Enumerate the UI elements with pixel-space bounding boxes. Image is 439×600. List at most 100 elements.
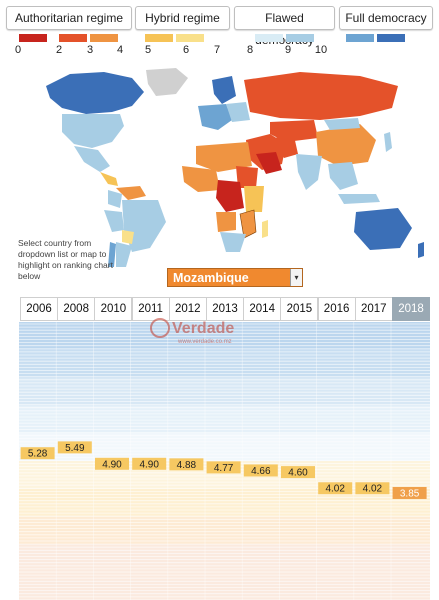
hybrid-regime-button[interactable]: Hybrid regime [135,6,230,30]
scale-swatch-2 [59,34,87,42]
score-label-box [392,486,427,499]
score-label-text: 4.02 [325,484,345,495]
country-peru [104,210,124,232]
country-russia [244,72,398,120]
score-label-2010: 4.90 [95,457,129,470]
scale-number: 3 [86,44,94,56]
country-colombia [108,190,122,208]
scale-number: 7 [213,44,221,56]
scale-number: 6 [182,44,190,56]
scale-number: 8 [246,44,254,56]
country-southern-africa [220,232,246,252]
scale-swatch-6 [255,34,283,42]
country-mozambique [239,209,257,239]
scale-number: 0 [14,44,22,56]
authoritarian-regime-button[interactable]: Authoritarian regime [6,6,132,30]
score-label-2008: 5.49 [57,441,92,454]
country-argentina [116,242,132,267]
country-angola [216,212,236,232]
flawed-democracy-button[interactable]: Flawed democracy [234,6,335,47]
country-western-europe [198,104,232,130]
world-map[interactable] [0,62,439,267]
year-tab-2012[interactable]: 2012 [168,297,207,321]
score-band [19,377,430,406]
score-label-box [169,458,204,471]
year-tab-2013[interactable]: 2013 [206,297,244,321]
country-new-zealand [418,242,424,258]
scale-swatch-9 [377,34,405,42]
year-tab-2014[interactable]: 2014 [243,297,282,321]
score-label-text: 4.77 [214,463,234,474]
country-select[interactable]: Mozambique ▾ [167,268,303,287]
scale-number: 5 [144,44,152,56]
country-central-africa [216,180,244,212]
score-label-text: 4.60 [288,468,308,479]
scale-swatch-8 [346,34,374,42]
legend: Authoritarian regime Hybrid regime Flawe… [0,0,439,60]
year-tab-2015[interactable]: 2015 [280,297,319,321]
country-china [316,124,376,166]
score-label-text: 3.85 [400,488,420,499]
country-scandinavia [212,76,236,104]
country-chile [108,242,116,267]
scale-swatch-0 [19,34,47,42]
country-eastern-europe [226,102,250,122]
country-mexico [74,146,110,172]
score-label-2012: 4.88 [169,458,204,471]
country-north-africa [196,142,252,172]
svg-text:www.verdade.co.mz: www.verdade.co.mz [177,339,232,345]
year-tab-2006[interactable]: 2006 [20,297,58,321]
score-band [19,572,430,600]
score-label-2014: 4.66 [243,464,278,477]
score-label-box [318,482,353,495]
scale-number: 2 [55,44,63,56]
full-democracy-button[interactable]: Full democracy [339,6,433,30]
score-label-2011: 4.90 [132,457,167,470]
score-label-box [57,441,92,454]
score-label-box [243,464,278,477]
scale-number: 10 [314,44,328,56]
score-label-text: 5.28 [28,449,48,460]
year-tab-2017[interactable]: 2017 [354,297,393,321]
svg-text:Verdade: Verdade [172,320,234,337]
score-label-2017: 4.02 [355,482,390,495]
country-greenland [146,68,188,96]
year-tab-2008[interactable]: 2008 [57,297,96,321]
score-label-text: 5.49 [65,443,85,454]
country-bolivia [122,230,134,244]
score-label-2016: 4.02 [318,482,353,495]
score-label-box [281,466,315,479]
country-canada [46,72,144,114]
score-label-text: 4.90 [102,459,122,470]
score-label-2015: 4.60 [281,466,315,479]
score-label-box [206,461,241,474]
score-label-text: 4.66 [251,466,271,477]
country-venezuela [116,186,146,200]
score-label-box [20,447,55,460]
score-band [19,516,430,545]
country-central-america [100,172,118,186]
country-southeast-asia [328,162,358,190]
country-saudi-arabia [256,152,282,174]
score-label-text: 4.90 [139,459,159,470]
year-tab-2018[interactable]: 2018 [392,297,430,321]
score-band [19,322,430,350]
country-mongolia [324,118,360,130]
country-east-africa [244,186,264,212]
score-label-box [355,482,390,495]
scale-number: 4 [116,44,124,56]
score-band [19,349,430,378]
country-australia [354,208,412,250]
country-kazakhstan [270,120,318,142]
year-tab-2016[interactable]: 2016 [317,297,356,321]
country-iran [272,136,298,158]
country-japan [384,132,392,152]
year-tab-2010[interactable]: 2010 [94,297,133,321]
scale-swatch-5 [176,34,204,42]
score-label-box [132,457,167,470]
ranking-chart: 5.28 5.49 4.90 4.90 4.88 4.77 4.66 4.60 4.02 4.02… [19,322,430,600]
score-label-2006: 5.28 [20,447,55,460]
chevron-down-icon[interactable]: ▾ [290,269,302,286]
score-label-text: 4.02 [363,484,383,495]
country-india [296,154,322,190]
